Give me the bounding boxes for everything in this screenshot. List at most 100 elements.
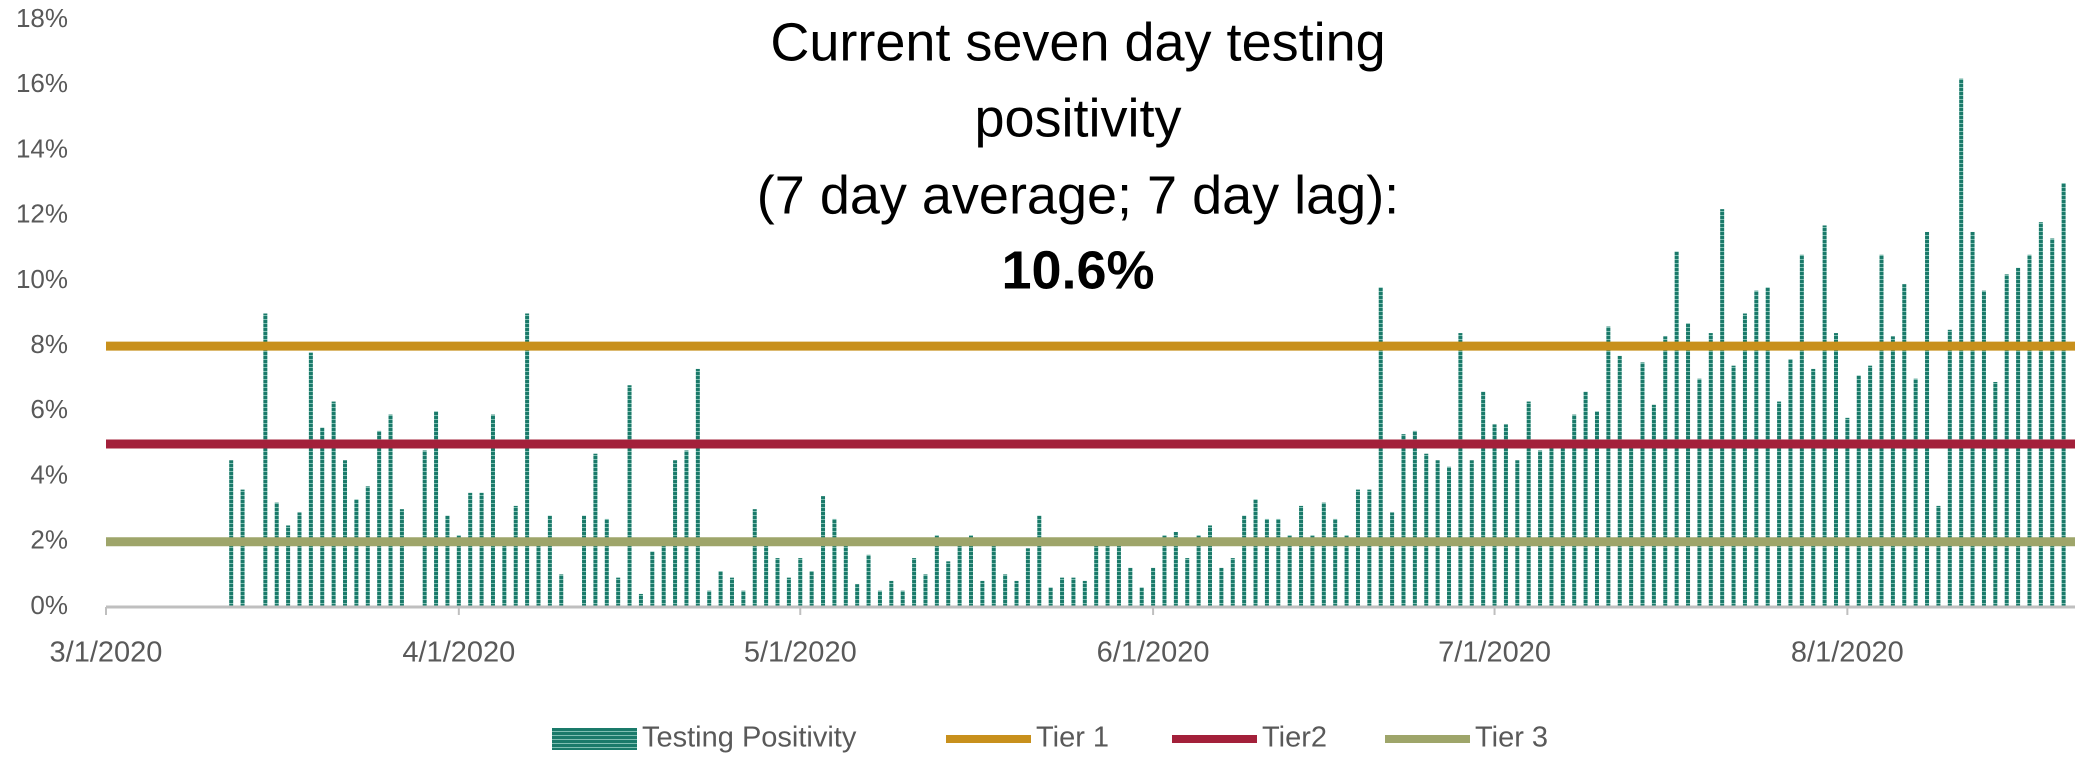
- bar: [1788, 359, 1793, 607]
- bar: [1856, 375, 1861, 607]
- legend-swatch: [552, 728, 637, 750]
- bar: [889, 580, 894, 607]
- y-tick-label: 6%: [30, 394, 68, 424]
- bar: [320, 427, 325, 607]
- y-tick-label: 12%: [16, 199, 68, 229]
- bar: [627, 385, 632, 607]
- bar: [1777, 401, 1782, 607]
- bar: [2050, 238, 2055, 607]
- bar: [718, 571, 723, 607]
- bar: [1754, 290, 1759, 607]
- bar: [1424, 453, 1429, 607]
- bar: [1310, 535, 1315, 607]
- bar: [468, 492, 473, 607]
- bar: [650, 551, 655, 607]
- bar: [559, 574, 564, 607]
- bar: [1094, 545, 1099, 607]
- bar: [1390, 512, 1395, 607]
- bar: [343, 460, 348, 607]
- bar: [832, 518, 837, 607]
- bar: [775, 558, 780, 607]
- bar: [1560, 447, 1565, 607]
- bar: [957, 541, 962, 607]
- bar: [525, 313, 530, 607]
- bar: [1412, 430, 1417, 607]
- bar: [764, 541, 769, 607]
- bar: [456, 535, 461, 607]
- bar: [1299, 505, 1304, 607]
- bar: [536, 541, 541, 607]
- bar: [1082, 580, 1087, 607]
- bar: [1481, 391, 1486, 607]
- bar: [695, 368, 700, 607]
- bar: [1993, 381, 1998, 607]
- bar: [2061, 183, 2066, 608]
- bar: [479, 492, 484, 607]
- bar: [593, 453, 598, 607]
- bar: [729, 577, 734, 607]
- bar: [1651, 404, 1656, 607]
- bar: [661, 545, 666, 607]
- bar: [1037, 515, 1042, 607]
- bar: [707, 590, 712, 607]
- bar: [1321, 502, 1326, 607]
- bar: [297, 512, 302, 607]
- bar: [547, 515, 552, 607]
- bar: [1594, 411, 1599, 607]
- y-tick-label: 8%: [30, 329, 68, 359]
- bar: [490, 414, 495, 607]
- x-tick-label: 3/1/2020: [50, 637, 163, 669]
- bar: [1253, 499, 1258, 607]
- bar: [1890, 336, 1895, 607]
- bar: [1196, 535, 1201, 607]
- bar: [786, 577, 791, 607]
- bar: [1173, 531, 1178, 607]
- bar: [1048, 587, 1053, 607]
- bar: [900, 590, 905, 607]
- bar: [2027, 254, 2032, 608]
- bar: [809, 571, 814, 607]
- x-tick-label: 5/1/2020: [744, 637, 857, 669]
- bar: [1139, 587, 1144, 607]
- bar: [821, 496, 826, 607]
- bar: [1538, 450, 1543, 607]
- bar: [1014, 580, 1019, 607]
- bar: [2016, 267, 2021, 607]
- bar: [1686, 323, 1691, 607]
- bar: [1003, 574, 1008, 607]
- bar: [1105, 545, 1110, 607]
- bar: [263, 313, 268, 607]
- bar: [308, 352, 313, 607]
- bar: [1799, 254, 1804, 608]
- x-tick-label: 7/1/2020: [1438, 637, 1551, 669]
- bar: [1663, 336, 1668, 607]
- chart-title: (7 day average; 7 day lag):: [757, 165, 1399, 225]
- bar: [422, 450, 427, 607]
- bar: [1572, 414, 1577, 607]
- bar: [1469, 460, 1474, 607]
- y-tick-label: 18%: [16, 3, 68, 33]
- bar: [1208, 525, 1213, 607]
- bar: [582, 515, 587, 607]
- bar: [684, 450, 689, 607]
- bar: [1526, 401, 1531, 607]
- bar: [866, 554, 871, 607]
- bar: [1742, 313, 1747, 607]
- bar: [1116, 545, 1121, 607]
- y-tick-label: 2%: [30, 525, 68, 555]
- bar: [1674, 251, 1679, 608]
- bar: [741, 590, 746, 607]
- bar: [1697, 378, 1702, 607]
- bar: [1936, 505, 1941, 607]
- bar: [1947, 329, 1952, 607]
- y-tick-label: 16%: [16, 68, 68, 98]
- chart-title: Current seven day testing: [770, 12, 1385, 72]
- bar: [1606, 326, 1611, 607]
- y-tick-label: 4%: [30, 459, 68, 489]
- bar: [513, 505, 518, 607]
- chart-title: 10.6%: [1001, 240, 1154, 300]
- bar: [980, 580, 985, 607]
- bar: [1185, 558, 1190, 607]
- bar: [1219, 567, 1224, 607]
- bar: [240, 489, 245, 607]
